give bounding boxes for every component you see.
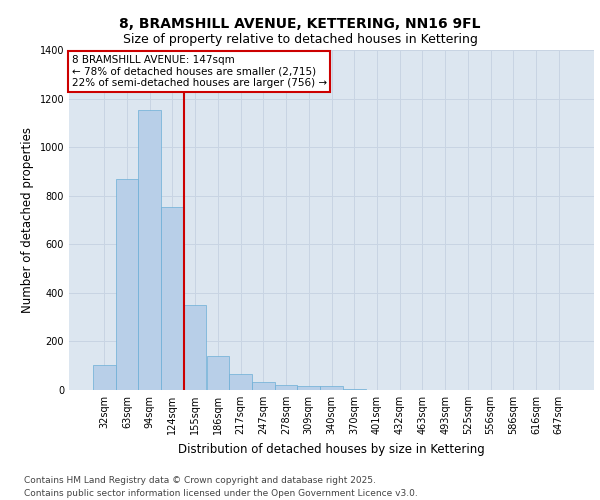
- Text: Contains HM Land Registry data © Crown copyright and database right 2025.
Contai: Contains HM Land Registry data © Crown c…: [24, 476, 418, 498]
- Bar: [206, 356, 229, 390]
- Bar: [343, 389, 365, 390]
- Text: 8, BRAMSHILL AVENUE, KETTERING, NN16 9FL: 8, BRAMSHILL AVENUE, KETTERING, NN16 9FL: [119, 18, 481, 32]
- Text: 8 BRAMSHILL AVENUE: 147sqm
← 78% of detached houses are smaller (2,715)
22% of s: 8 BRAMSHILL AVENUE: 147sqm ← 78% of deta…: [71, 55, 327, 88]
- Bar: [320, 386, 343, 390]
- Y-axis label: Number of detached properties: Number of detached properties: [21, 127, 34, 313]
- Bar: [252, 382, 275, 390]
- Bar: [229, 374, 252, 390]
- Bar: [139, 110, 161, 390]
- Bar: [298, 386, 320, 390]
- Bar: [184, 305, 206, 390]
- Bar: [275, 385, 298, 390]
- Text: Size of property relative to detached houses in Kettering: Size of property relative to detached ho…: [122, 32, 478, 46]
- X-axis label: Distribution of detached houses by size in Kettering: Distribution of detached houses by size …: [178, 442, 485, 456]
- Bar: [161, 206, 184, 390]
- Bar: [116, 178, 139, 390]
- Bar: [93, 364, 116, 390]
